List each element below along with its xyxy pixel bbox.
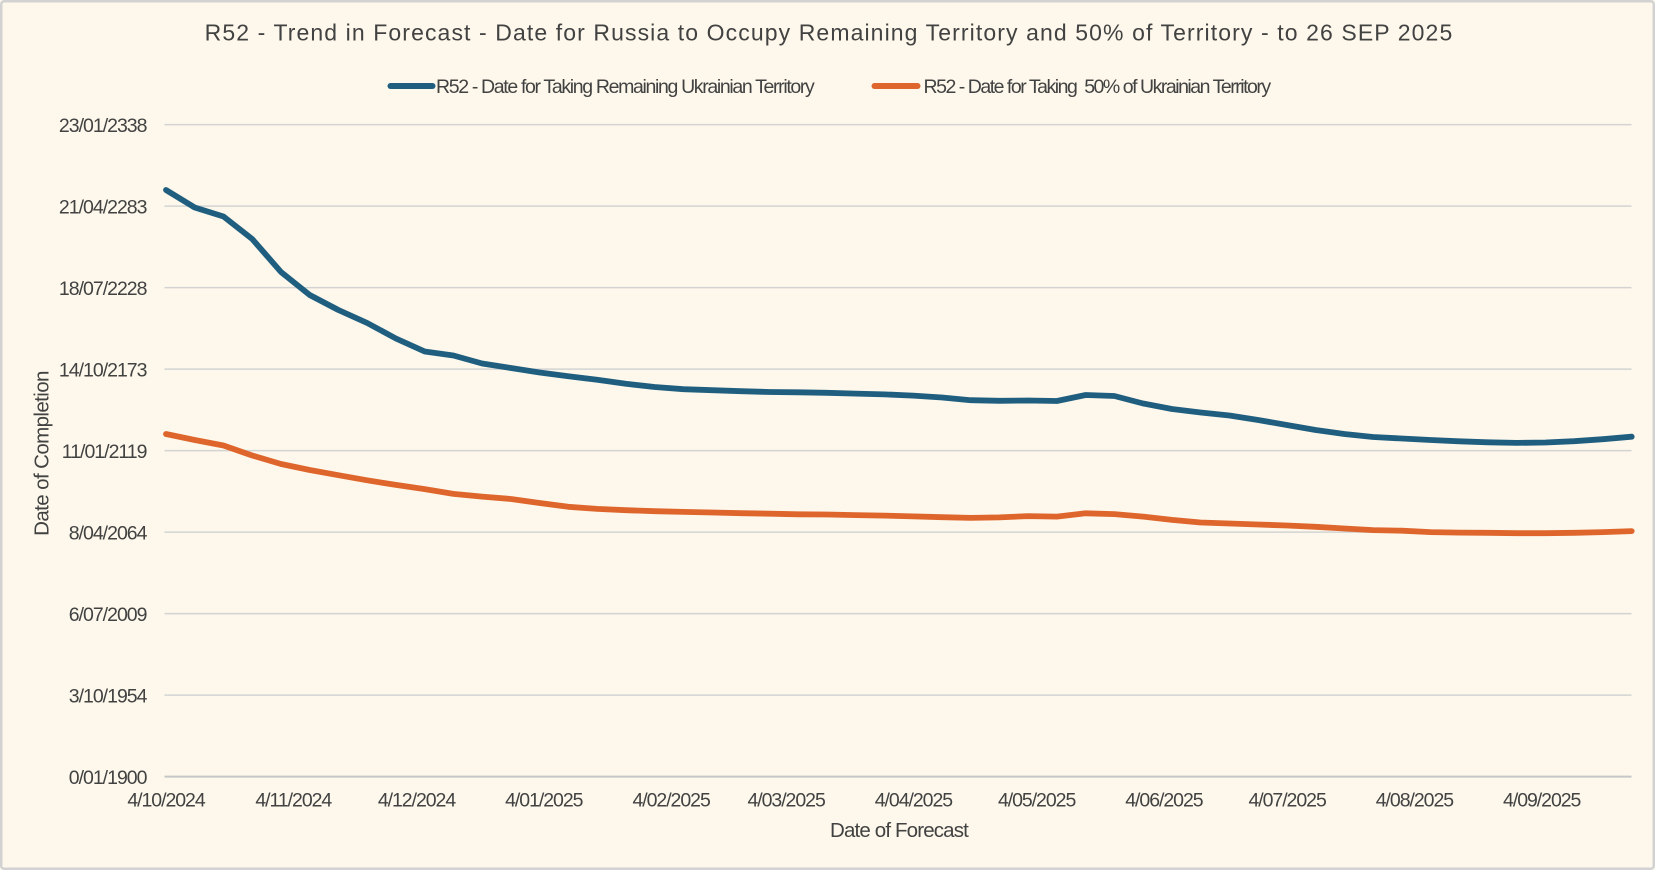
svg-text:Date of Forecast: Date of Forecast [830, 819, 969, 842]
svg-text:4/11/2024: 4/11/2024 [255, 790, 332, 812]
svg-text:R52 - Date for Taking Remainin: R52 - Date for Taking Remaining Ukrainia… [436, 76, 815, 98]
svg-text:0/01/1900: 0/01/1900 [69, 767, 148, 789]
svg-text:4/09/2025: 4/09/2025 [1503, 790, 1582, 812]
svg-text:8/04/2064: 8/04/2064 [69, 522, 148, 544]
svg-text:Date of Completion: Date of Completion [31, 371, 54, 536]
svg-text:4/10/2024: 4/10/2024 [127, 790, 206, 812]
svg-text:23/01/2338: 23/01/2338 [59, 115, 147, 137]
svg-text:R52 - Date for Taking 50% of: R52 - Date for Taking 50% of Ukrainian T… [924, 76, 1272, 98]
svg-text:14/10/2173: 14/10/2173 [59, 359, 147, 381]
svg-text:18/07/2228: 18/07/2228 [59, 278, 147, 300]
svg-text:4/06/2025: 4/06/2025 [1125, 790, 1204, 812]
svg-text:6/07/2009: 6/07/2009 [69, 604, 147, 626]
svg-text:4/04/2025: 4/04/2025 [875, 790, 954, 812]
svg-text:4/08/2025: 4/08/2025 [1376, 790, 1455, 812]
svg-text:4/12/2024: 4/12/2024 [378, 790, 457, 812]
svg-text:R52 - Trend in Forecast - Date: R52 - Trend in Forecast - Date for Russi… [205, 19, 1454, 45]
svg-text:4/01/2025: 4/01/2025 [505, 790, 584, 812]
svg-text:4/07/2025: 4/07/2025 [1248, 790, 1327, 812]
svg-text:4/05/2025: 4/05/2025 [998, 790, 1077, 812]
svg-text:21/04/2283: 21/04/2283 [59, 196, 147, 218]
svg-text:4/03/2025: 4/03/2025 [747, 790, 826, 812]
svg-text:3/10/1954: 3/10/1954 [69, 685, 148, 707]
svg-text:11/01/2119: 11/01/2119 [62, 441, 147, 463]
svg-text:4/02/2025: 4/02/2025 [632, 790, 711, 812]
